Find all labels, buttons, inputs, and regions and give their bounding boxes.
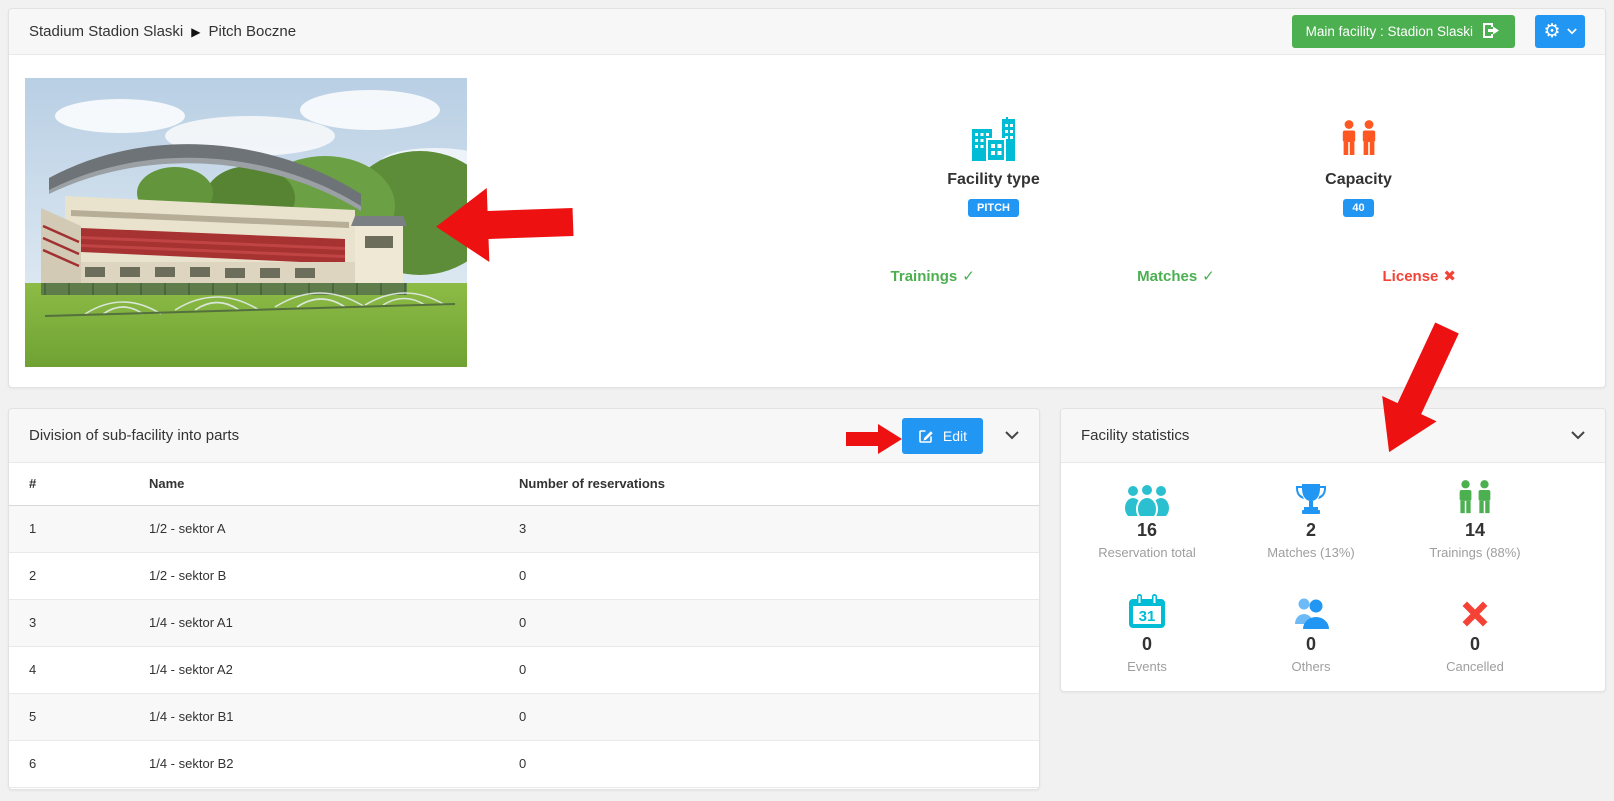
table-header-row: # Name Number of reservations xyxy=(9,463,1039,506)
cross-icon xyxy=(1393,592,1557,630)
facility-overview-card: Stadium Stadion Slaski ▶ Pitch Boczne Ma… xyxy=(8,8,1606,388)
flag-license-label: License xyxy=(1382,268,1439,285)
facility-type-block: Facility type PITCH xyxy=(811,117,1176,217)
flag-license: License ✖ xyxy=(1298,267,1541,285)
stat-events: 31 0 Events xyxy=(1065,577,1229,691)
edit-pencil-icon xyxy=(919,429,933,443)
flag-matches: Matches ✓ xyxy=(1054,267,1297,285)
table-row[interactable]: 1 1/2 - sektor A 3 xyxy=(9,505,1039,553)
flag-trainings-label: Trainings xyxy=(890,268,958,285)
table-row[interactable]: 6 1/4 - sektor B2 0 xyxy=(9,740,1039,788)
edit-button-label: Edit xyxy=(942,427,967,444)
main-facility-button[interactable]: Main facility : Stadion Slaski xyxy=(1291,15,1515,48)
buildings-icon xyxy=(971,117,1015,161)
breadcrumb-separator-icon: ▶ xyxy=(191,24,201,39)
capacity-people-icon xyxy=(1342,120,1375,155)
settings-button[interactable]: ⚙ xyxy=(1535,15,1585,48)
col-index: # xyxy=(9,463,149,506)
division-title: Division of sub-facility into parts xyxy=(29,427,240,444)
facility-type-label: Facility type xyxy=(947,171,1040,188)
main-facility-button-label: Main facility : Stadion Slaski xyxy=(1305,24,1473,39)
breadcrumb: Stadium Stadion Slaski ▶ Pitch Boczne xyxy=(29,23,296,40)
statistics-card: Facility statistics 16 Reservation total xyxy=(1060,408,1606,692)
trophy-icon xyxy=(1229,478,1393,516)
facility-info: Facility type PITCH Capacity 40 xyxy=(811,55,1541,285)
stat-reservation-total: 16 Reservation total xyxy=(1065,463,1229,577)
col-reservations: Number of reservations xyxy=(519,463,1039,506)
gear-icon: ⚙ xyxy=(1543,21,1561,42)
svg-text:31: 31 xyxy=(1139,608,1156,625)
two-people-icon xyxy=(1393,478,1557,516)
flag-matches-label: Matches xyxy=(1137,268,1198,285)
stat-trainings: 14 Trainings (88%) xyxy=(1393,463,1557,577)
sub-facility-table: # Name Number of reservations 1 1/2 - se… xyxy=(9,463,1039,788)
capacity-label: Capacity xyxy=(1325,171,1392,188)
collapse-chevron-icon[interactable] xyxy=(1005,431,1019,440)
table-row[interactable]: 3 1/4 - sektor A1 0 xyxy=(9,599,1039,647)
col-name: Name xyxy=(149,463,519,506)
stat-matches: 2 Matches (13%) xyxy=(1229,463,1393,577)
table-row[interactable]: 4 1/4 - sektor A2 0 xyxy=(9,646,1039,694)
capacity-badge: 40 xyxy=(1343,199,1374,217)
exit-icon xyxy=(1482,22,1501,42)
check-icon: ✓ xyxy=(962,268,975,285)
facility-header: Stadium Stadion Slaski ▶ Pitch Boczne Ma… xyxy=(9,9,1605,55)
check-icon: ✓ xyxy=(1202,268,1215,285)
stat-others: 0 Others xyxy=(1229,577,1393,691)
division-card: Division of sub-facility into parts Edit… xyxy=(8,408,1040,790)
stat-cancelled: 0 Cancelled xyxy=(1393,577,1557,691)
edit-button[interactable]: Edit xyxy=(901,417,983,454)
capacity-block: Capacity 40 xyxy=(1176,117,1541,217)
collapse-chevron-icon[interactable] xyxy=(1571,431,1585,440)
breadcrumb-root: Stadium Stadion Slaski xyxy=(29,23,184,40)
facility-type-badge: PITCH xyxy=(968,199,1019,217)
cross-icon: ✖ xyxy=(1443,268,1456,285)
table-row[interactable]: 2 1/2 - sektor B 0 xyxy=(9,552,1039,600)
breadcrumb-current: Pitch Boczne xyxy=(208,23,297,40)
person-icon xyxy=(1229,592,1393,630)
table-row[interactable]: 5 1/4 - sektor B1 0 xyxy=(9,693,1039,741)
users-icon xyxy=(1065,478,1229,516)
chevron-down-icon xyxy=(1566,28,1577,35)
statistics-title: Facility statistics xyxy=(1081,427,1190,444)
calendar-icon: 31 xyxy=(1065,592,1229,630)
flag-trainings: Trainings ✓ xyxy=(811,267,1054,285)
facility-photo xyxy=(25,78,495,367)
